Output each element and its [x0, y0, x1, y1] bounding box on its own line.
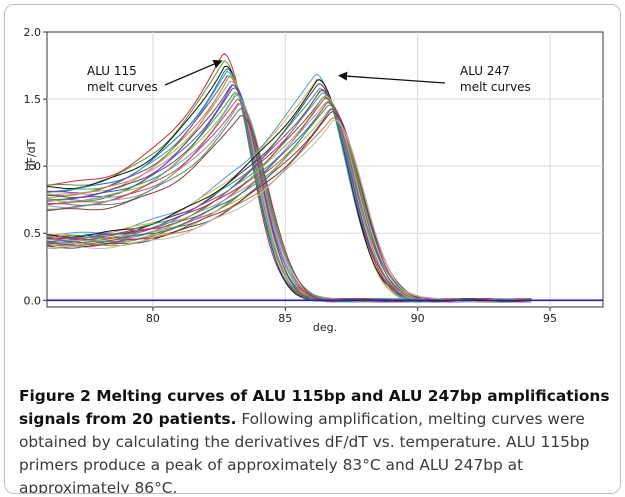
annotation-alu115-line-1: ALU 115: [87, 64, 137, 78]
y-tick-label: 0.5: [24, 227, 42, 240]
melt-curve-chart: 80 85 90 95 0.0 0.5 1.0 1.5 2.0 deg. dF/dT ALU 1…: [24, 26, 604, 334]
annotation-alu247-arrow: [338, 71, 446, 84]
annotation-alu115-line-2: melt curves: [87, 80, 158, 94]
y-tick-label: 1.0: [24, 160, 42, 173]
figure-panel: 80 85 90 95 0.0 0.5 1.0 1.5 2.0 deg. dF/dT ALU 1…: [4, 4, 621, 494]
caption-title: Figure 2 Melting curves of ALU 115bp and…: [19, 387, 610, 428]
x-tick-label: 90: [411, 312, 425, 325]
y-axis-label: dF/dT: [25, 139, 38, 170]
curve-series: [47, 53, 532, 303]
axis-ticks: 80 85 90 95 0.0 0.5 1.0 1.5 2.0: [24, 26, 558, 325]
x-axis-label: deg.: [313, 321, 337, 334]
x-tick-label: 80: [146, 312, 160, 325]
x-tick-label: 95: [543, 312, 557, 325]
annotation-alu115-arrow: [164, 59, 223, 86]
x-tick-label: 85: [278, 312, 292, 325]
annotation-alu247-line-1: ALU 247: [460, 64, 510, 78]
y-tick-label: 0.0: [24, 294, 42, 307]
figure-caption: Figure 2 Melting curves of ALU 115bp and…: [19, 385, 611, 494]
annotation-alu247-line-2: melt curves: [460, 80, 531, 94]
annotation-alu115: ALU 115 melt curves: [87, 64, 158, 94]
caption-body: Following amplification, melting curves …: [19, 410, 590, 494]
annotations: ALU 115 melt curves ALU 247 melt curves: [87, 59, 531, 94]
y-tick-label: 2.0: [24, 26, 42, 39]
annotation-alu247: ALU 247 melt curves: [460, 64, 531, 94]
alu247-melt-curve: [47, 108, 532, 303]
alu247-melt-curve: [47, 117, 532, 303]
y-tick-label: 1.5: [24, 93, 42, 106]
